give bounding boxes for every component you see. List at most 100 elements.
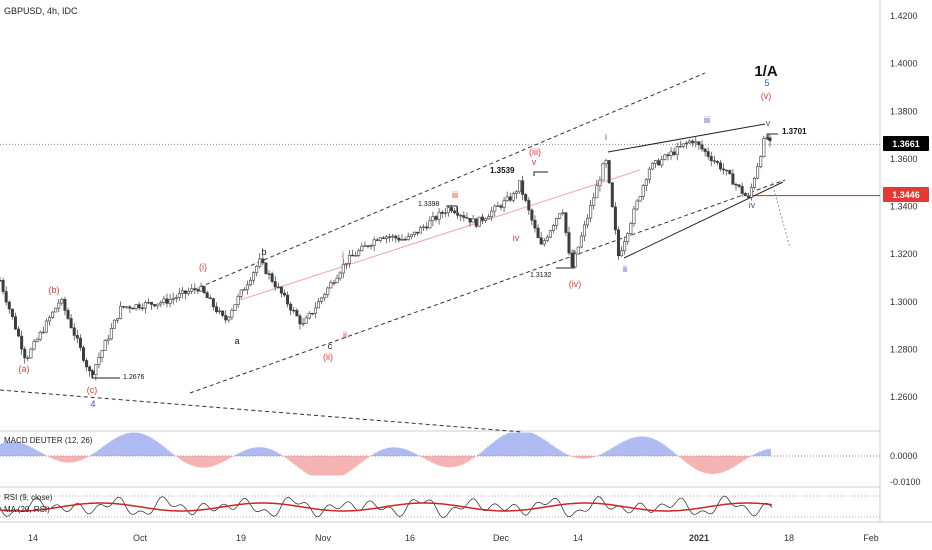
time-tick-label: 18 [784,533,794,543]
wave-label: (b) [49,285,60,295]
candle-body [616,229,620,257]
candle-body [518,180,522,193]
price-tick-label: 1.3800 [890,106,918,116]
candle-body [635,200,639,210]
candle-body [678,146,682,148]
candle-body [669,151,673,157]
candle-body [626,233,630,242]
wave-label: (iv) [569,279,582,289]
macd-title: MACD DEUTER (12, 26) [4,436,93,445]
candle-body [236,296,240,305]
candle-body [691,140,695,144]
candle-body [180,290,184,294]
candle-body [496,205,500,207]
candle-body [685,142,689,145]
candle-body [456,212,460,216]
candle-body [394,235,398,239]
candle-body [0,280,2,282]
wave-label: iii [704,115,710,125]
wave-label: b [261,247,266,257]
candle-body [499,205,503,208]
candle-body [369,245,373,247]
candle-body [190,288,194,292]
candle-body [555,218,559,226]
price-annotation-label: 1.3701 [782,127,807,136]
candle-body [762,138,766,157]
candle-body [307,312,311,319]
candle-body [60,299,64,304]
candle-body [344,263,348,265]
wave-label: (i) [199,262,207,272]
candle-body [446,207,450,214]
candle-body [521,180,525,195]
candle-body [242,289,246,291]
candle-body [595,185,599,199]
candle-body [725,169,729,172]
wave-label: 4 [90,399,95,409]
candle-body [722,168,726,171]
candle-body [403,238,407,241]
macd-tick-label: 0.0000 [890,451,918,461]
candle-body [548,230,552,238]
candle-body [388,236,392,238]
time-tick-label: 16 [405,533,415,543]
candle-body [480,216,484,221]
annotation-bracket [556,250,575,269]
candle-body [484,218,488,221]
wave-label: v [766,118,771,128]
candle-body [675,146,679,155]
candle-body [128,306,132,309]
candle-body [746,195,750,198]
candle-body [601,163,605,181]
time-tick-label: 14 [28,533,38,543]
price-tick-label: 1.4200 [890,11,918,21]
level-price-label: 1.3446 [892,190,920,200]
candle-body [508,196,512,201]
candle-body [255,265,259,273]
wave-label: iv [749,200,756,210]
candle-body [295,310,299,317]
candle-body [715,161,719,164]
candle-body [449,207,453,212]
candle-body [623,241,627,252]
candle-body [323,294,327,299]
candle-body [196,289,200,292]
candle-body [208,297,212,299]
candle-body [4,291,8,303]
candle-body [332,282,336,284]
candle-body [341,263,345,274]
candle-body [610,182,614,208]
candle-body [264,262,268,275]
candle-body [66,310,70,319]
candle-body [63,299,67,311]
wave-label: i [605,132,607,142]
candle-body [122,305,126,308]
candle-body [26,357,30,359]
annotation-bracket [91,370,120,379]
wave-label: c [328,341,333,351]
candle-body [224,315,228,321]
candle-body [13,316,17,330]
candle-body [592,197,596,206]
rsi-pane [0,495,880,518]
candle-body [706,151,710,157]
candle-body [279,286,283,294]
wave-label: (c) [87,385,98,395]
candle-body [109,328,113,340]
candle-body [527,200,531,211]
candle-body [759,156,763,167]
wave-label: (a) [19,364,30,374]
wave-label: iii [452,190,458,200]
candle-body [768,137,772,142]
candle-body [731,173,735,185]
candle-body [137,304,141,309]
candle-body [681,143,685,147]
candle-body [552,225,556,231]
candle-body [709,156,713,162]
candle-body [412,231,416,235]
candle-body [165,298,169,304]
time-tick-label: Dec [493,533,510,543]
candle-body [419,227,423,234]
candle-body [131,307,135,310]
